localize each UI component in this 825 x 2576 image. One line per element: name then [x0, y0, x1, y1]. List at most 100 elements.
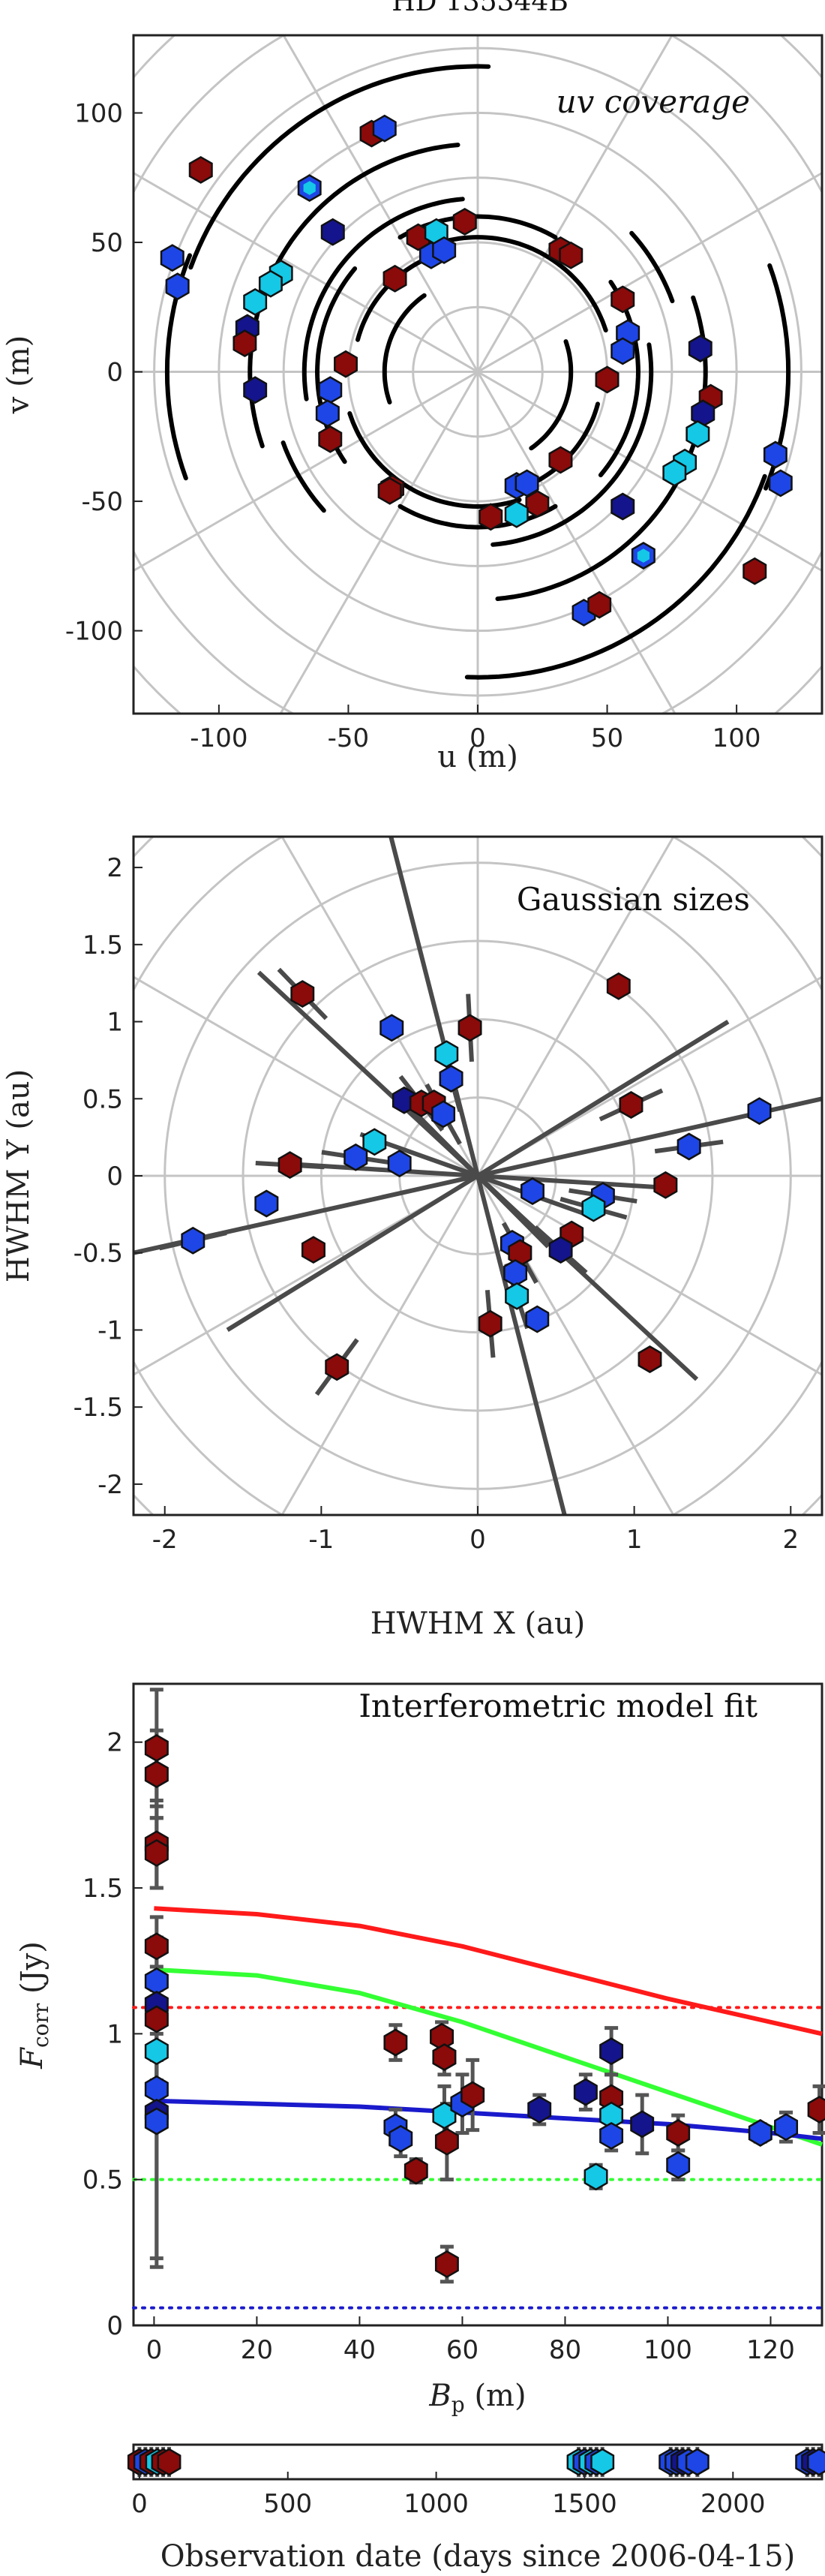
fit-point-17: [432, 2043, 457, 2071]
dates-xtick-label-2: 1000: [404, 2489, 469, 2519]
uv-point-8: [258, 269, 283, 298]
sizes-x-ticks: -2 -1 0 1 2: [152, 1506, 799, 1555]
sizes-ytick-label-0: -2: [98, 1470, 123, 1500]
sizes-point-29: [638, 1345, 662, 1373]
dates-xtick-label-4: 2000: [700, 2489, 766, 2519]
fit-model-2: [154, 2098, 823, 2142]
sizes-point-10: [344, 1143, 368, 1171]
uv-point-0: [188, 155, 213, 184]
fit-xtick-label-4: 80: [549, 2335, 581, 2365]
sizes-xtick-label-0: -2: [152, 1525, 178, 1555]
sizes-point-14: [619, 1091, 644, 1119]
uv-xtick-label-1: -50: [328, 723, 370, 753]
sizes-point-26: [505, 1282, 530, 1310]
uv-point-27: [318, 425, 343, 453]
uv-point-35: [763, 440, 788, 469]
fit-point-5: [144, 1967, 169, 1995]
sizes-ytick-label-4: 0: [106, 1162, 123, 1192]
sizes-point-11: [387, 1150, 412, 1178]
uv-point-47: [742, 557, 767, 585]
uv-point-12: [382, 264, 407, 293]
uv-track-18: [382, 293, 427, 404]
sizes-point-27: [525, 1305, 550, 1333]
fit-xlabel: Bp (m): [428, 2379, 526, 2417]
uv-point-16: [432, 236, 457, 264]
fit-point-14: [388, 2124, 413, 2153]
sz-spoke-7: [134, 1174, 478, 1376]
sizes-xtick-label-1: -1: [308, 1525, 334, 1555]
sizes-point-17: [653, 1171, 678, 1199]
uv-ytick-label-2: 0: [106, 358, 123, 388]
sz-spoke-2: [476, 837, 675, 1177]
fit-point-9: [144, 2075, 169, 2103]
sz-spoke-4: [280, 837, 479, 1177]
fit-point-33: [748, 2119, 772, 2147]
fit-point-29: [599, 2121, 624, 2150]
sizes-point-32: [181, 1226, 206, 1255]
dates-x-ticks: 0 500 1000 1500 2000: [131, 2472, 766, 2519]
sz-grid-lines: [134, 837, 822, 1515]
sz-spoke-8: [280, 1175, 479, 1515]
sizes-panel: -2 -1 0 1 2 -2 -1.5 -1 -0.5 0 0.5 1 1.5 2 Gaussian s…: [2, 835, 824, 1641]
fit-point-0: [144, 1734, 169, 1762]
sizes-fit-line-6: [359, 1132, 596, 1220]
uv-point-36: [768, 469, 793, 497]
sizes-point-25: [503, 1258, 528, 1287]
uv-point-34: [662, 458, 687, 487]
sizes-point-8: [431, 1100, 456, 1129]
uv-track-12: [434, 235, 608, 333]
sizes-point-31: [254, 1189, 279, 1218]
sizes-ylabel: HWHM Y (au): [2, 1069, 36, 1283]
fit-point-23: [527, 2095, 552, 2124]
fit-panel: 0 20 40 60 80 100 120 0 0.5 1 1.5 2 Interferometri…: [15, 1682, 825, 2417]
uv-point-29: [595, 365, 620, 394]
uv-point-4: [320, 218, 345, 246]
dates-xtick-label-0: 0: [131, 2489, 148, 2519]
dates-points: [127, 2447, 825, 2477]
uv-track-5: [495, 295, 708, 601]
dates-point-18: [807, 2448, 825, 2476]
sizes-ytick-label-2: -1: [98, 1315, 123, 1345]
uv-xtick-label-3: 50: [591, 723, 623, 753]
dates-xtick-label-1: 500: [263, 2489, 312, 2519]
sizes-point-0: [290, 980, 315, 1008]
uv-point-22: [610, 337, 635, 365]
dates-panel: 0 500 1000 1500 2000 Observation date (days …: [127, 2443, 825, 2574]
uv-track-11: [398, 503, 558, 530]
fit-ytick-label-3: 1.5: [82, 1874, 123, 1904]
sizes-point-9: [362, 1128, 387, 1156]
sizes-xlabel: HWHM X (au): [370, 1607, 586, 1641]
uv-points: [160, 114, 793, 627]
sizes-ytick-label-5: 0.5: [82, 1084, 123, 1114]
sz-spoke-5: [134, 975, 478, 1177]
fit-point-35: [807, 2095, 825, 2124]
uv-point-20: [610, 285, 635, 314]
uv-point-40: [525, 490, 550, 518]
fit-ylabel: Fcorr (Jy): [15, 1941, 53, 2070]
uv-spoke-8: [279, 371, 479, 714]
fit-model-0: [154, 1906, 823, 2036]
fit-x-ticks: 0 20 40 60 80 100 120: [146, 2316, 795, 2365]
uv-track-7: [280, 440, 326, 513]
uv-point-39: [514, 469, 539, 497]
fit-point-19: [434, 2127, 459, 2156]
uv-track-0: [188, 64, 491, 270]
fit-xtick-label-1: 20: [241, 2335, 273, 2365]
fit-xtick-label-3: 60: [446, 2335, 478, 2365]
uv-point-46: [587, 591, 612, 619]
fit-axes-box: [132, 1682, 824, 2327]
sizes-title: Gaussian sizes: [517, 881, 750, 918]
sizes-point-4: [439, 1065, 464, 1093]
fit-points: [144, 1688, 825, 2284]
fit-point-22: [460, 2081, 485, 2109]
uv-point-37: [548, 446, 573, 474]
uv-point-43: [610, 492, 635, 521]
fit-y-ticks: 0 0.5 1 1.5 2: [82, 1728, 142, 2341]
uv-point-23: [688, 335, 712, 362]
fit-point-26: [599, 2037, 624, 2066]
uv-track-13: [347, 411, 522, 509]
uv-track-6: [629, 230, 675, 304]
uv-track-19: [529, 339, 574, 451]
uv-track-4: [248, 143, 460, 449]
